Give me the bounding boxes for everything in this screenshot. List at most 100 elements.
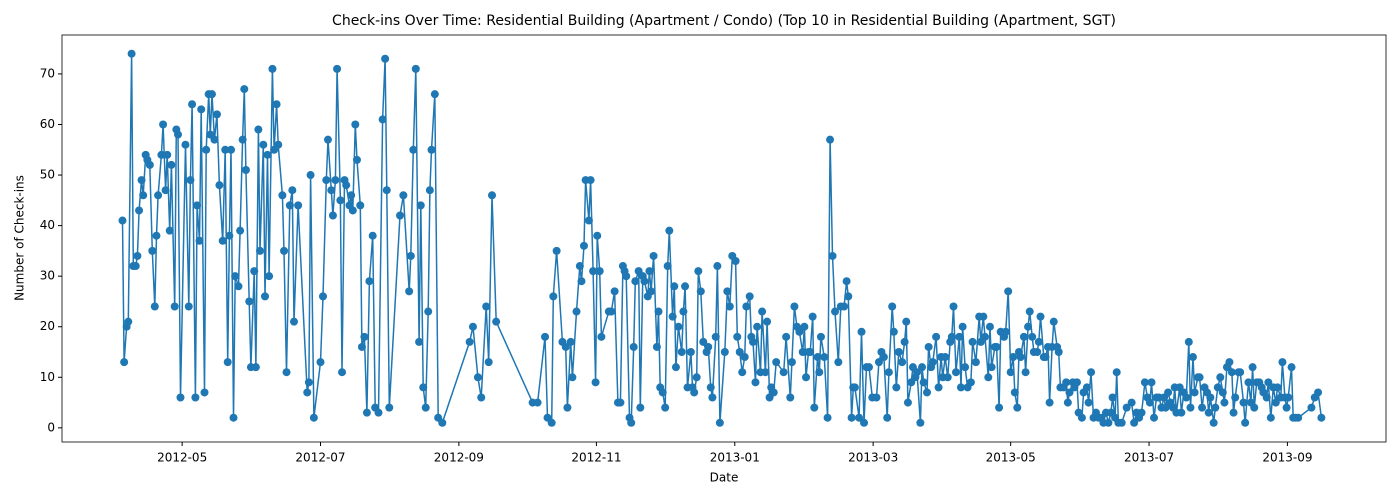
- data-point: [415, 337, 424, 346]
- data-point: [816, 332, 825, 341]
- data-point: [167, 160, 176, 169]
- data-point: [468, 322, 477, 331]
- data-point: [309, 413, 318, 422]
- data-point: [1041, 353, 1050, 362]
- data-point: [357, 342, 366, 351]
- data-point: [715, 418, 724, 427]
- data-point: [579, 241, 588, 250]
- data-point: [677, 348, 686, 357]
- data-point: [1287, 363, 1296, 372]
- data-point: [488, 191, 497, 200]
- data-point: [385, 403, 394, 412]
- data-point: [1019, 332, 1028, 341]
- data-point: [883, 413, 892, 422]
- data-point: [1010, 388, 1019, 397]
- data-point: [699, 337, 708, 346]
- data-point: [1072, 378, 1081, 387]
- data-point: [1294, 413, 1303, 422]
- data-point: [1220, 398, 1229, 407]
- data-point: [181, 140, 190, 149]
- data-point: [1236, 368, 1245, 377]
- data-point: [828, 251, 837, 260]
- data-point: [381, 54, 390, 63]
- data-point: [197, 105, 206, 114]
- data-point: [1164, 388, 1173, 397]
- data-point: [665, 226, 674, 235]
- data-point: [879, 353, 888, 362]
- data-point: [847, 413, 856, 422]
- data-point: [949, 302, 958, 311]
- data-point: [987, 363, 996, 372]
- data-point: [1188, 353, 1197, 362]
- data-point: [188, 100, 197, 109]
- data-point: [280, 246, 289, 255]
- data-point: [348, 206, 357, 215]
- data-point: [919, 378, 928, 387]
- data-point: [898, 358, 907, 367]
- x-tick-label: 2013-01: [710, 451, 760, 465]
- data-point: [1229, 408, 1238, 417]
- data-point: [378, 115, 387, 124]
- data-point: [465, 337, 474, 346]
- data-point: [694, 267, 703, 276]
- data-point: [951, 368, 960, 377]
- data-point: [806, 348, 815, 357]
- data-point: [212, 110, 221, 119]
- data-point: [184, 302, 193, 311]
- data-point: [810, 403, 819, 412]
- data-point: [813, 353, 822, 362]
- data-point: [913, 368, 922, 377]
- data-point: [272, 100, 281, 109]
- data-point: [1004, 287, 1013, 296]
- data-point: [725, 302, 734, 311]
- data-point: [1317, 413, 1326, 422]
- data-point: [347, 191, 356, 200]
- data-point: [331, 176, 340, 185]
- y-tick-label: 20: [40, 319, 55, 333]
- data-point: [360, 332, 369, 341]
- data-point: [735, 348, 744, 357]
- data-point: [1227, 368, 1236, 377]
- data-point: [274, 140, 283, 149]
- data-point: [245, 297, 254, 306]
- data-point: [1225, 358, 1234, 367]
- data-point: [857, 327, 866, 336]
- data-point: [647, 287, 656, 296]
- data-point: [943, 373, 952, 382]
- data-point: [356, 201, 365, 210]
- data-point: [1104, 418, 1113, 427]
- data-point: [170, 302, 179, 311]
- data-point: [1009, 353, 1018, 362]
- data-point: [753, 322, 762, 331]
- data-point: [834, 358, 843, 367]
- data-point: [165, 226, 174, 235]
- data-point: [278, 191, 287, 200]
- data-point: [932, 332, 941, 341]
- data-point: [161, 186, 170, 195]
- data-point: [733, 332, 742, 341]
- data-point: [607, 307, 616, 316]
- data-point: [549, 292, 558, 301]
- data-point: [268, 64, 277, 73]
- data-point: [552, 246, 561, 255]
- data-point: [333, 64, 342, 73]
- data-point: [631, 277, 640, 286]
- data-point: [288, 186, 297, 195]
- data-point: [148, 246, 157, 255]
- y-tick-label: 10: [40, 370, 55, 384]
- data-point: [787, 358, 796, 367]
- data-point: [670, 282, 679, 291]
- data-point: [902, 317, 911, 326]
- data-point: [795, 327, 804, 336]
- data-point: [711, 332, 720, 341]
- data-point: [1195, 373, 1204, 382]
- data-point: [1250, 403, 1259, 412]
- data-point: [241, 165, 250, 174]
- data-point: [405, 287, 414, 296]
- data-point: [1122, 403, 1131, 412]
- data-point: [1209, 418, 1218, 427]
- data-point: [207, 90, 216, 99]
- data-point: [135, 206, 144, 215]
- data-point: [225, 231, 234, 240]
- data-point: [751, 378, 760, 387]
